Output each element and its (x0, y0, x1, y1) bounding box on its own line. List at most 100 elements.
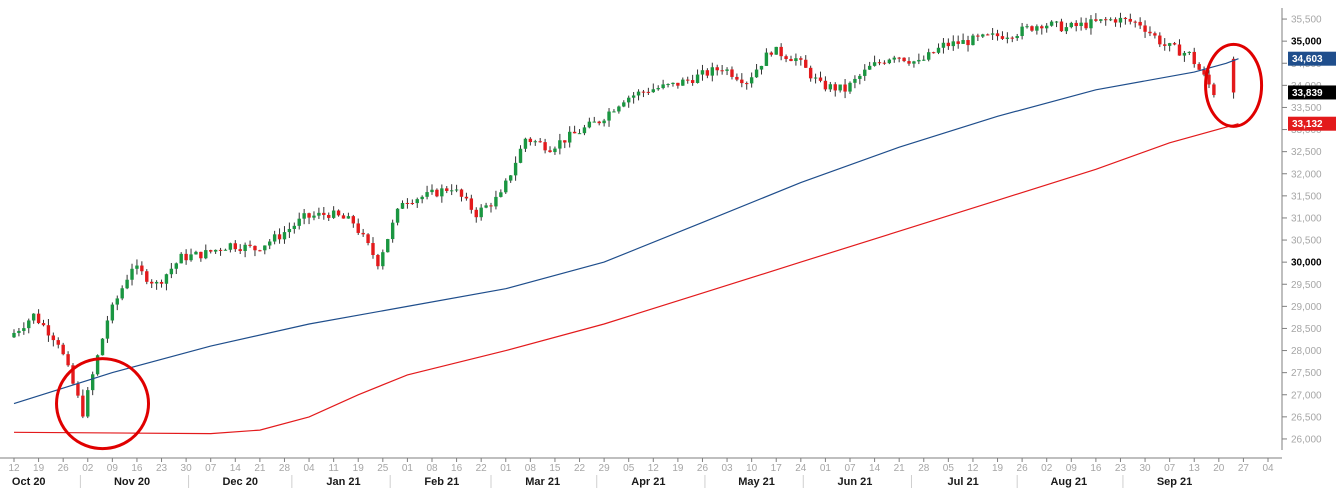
candle-body (528, 138, 533, 143)
candle-body (381, 252, 385, 267)
candle-body (1172, 43, 1177, 45)
candle-body (823, 80, 828, 90)
candle-body (115, 298, 119, 305)
candle-body (907, 61, 911, 64)
candle-body (204, 250, 208, 259)
candle-body (1167, 43, 1172, 46)
candles-layer (12, 12, 1236, 419)
candle-body (479, 207, 483, 218)
candle-body (1025, 26, 1029, 28)
candle-body (656, 88, 660, 90)
x-tick-label: 26 (1017, 463, 1029, 474)
candle-body (661, 84, 665, 89)
candle-body (759, 65, 764, 70)
candle-body (833, 84, 837, 91)
candle-body (853, 78, 857, 83)
ma-slow-tag-bg (1288, 116, 1336, 131)
candle-body (858, 75, 862, 79)
x-tick-label: 12 (8, 463, 20, 474)
candle-body (1143, 25, 1147, 32)
last-price-tag-label: 33,839 (1292, 88, 1323, 99)
candle-body (735, 76, 739, 80)
candle-body (567, 131, 572, 143)
x-tick-label: 07 (1164, 463, 1176, 474)
candle-body (415, 199, 419, 204)
candle-body (931, 52, 936, 54)
x-tick-label: 16 (1090, 463, 1102, 474)
candle-body (720, 70, 724, 72)
candle-body-last (1231, 58, 1236, 93)
candle-body (558, 140, 562, 149)
y-tick-label: 26,000 (1291, 434, 1322, 445)
candle-body (199, 251, 203, 259)
candle-body (420, 196, 424, 200)
candle-body (769, 52, 774, 55)
candle-body (671, 82, 675, 85)
candle-body (336, 210, 341, 216)
y-tick-label: 27,500 (1291, 368, 1322, 379)
candle-body (715, 67, 719, 71)
candle-body (51, 335, 56, 341)
candle-body (1118, 17, 1123, 23)
candle-body (646, 91, 651, 93)
candle-body (1202, 69, 1206, 75)
candle-body (892, 57, 896, 60)
x-month-label: Nov 20 (114, 476, 150, 488)
candle-body (764, 52, 769, 66)
candle-body (1059, 21, 1064, 32)
candle-body (966, 40, 970, 46)
x-tick-label: 16 (451, 463, 463, 474)
x-tick-label: 24 (795, 463, 807, 474)
candle-body (1108, 19, 1113, 21)
x-tick-label: 08 (525, 463, 537, 474)
candle-body (272, 234, 277, 242)
y-tick-label: 35,000 (1291, 37, 1322, 48)
x-tick-label: 19 (992, 463, 1004, 474)
candle-body (277, 234, 282, 240)
candle-body (464, 196, 469, 199)
candle-body (961, 40, 965, 44)
candle-body (936, 47, 941, 53)
candle-body (877, 62, 882, 64)
candle-body (838, 84, 842, 91)
candle-body (12, 332, 16, 338)
ma-fast-tag-bg (1288, 51, 1336, 66)
candle-body (130, 268, 134, 280)
candle-body (228, 243, 233, 250)
candle-body (1069, 22, 1073, 28)
x-tick-label: 22 (574, 463, 586, 474)
candle-body (238, 249, 242, 252)
x-tick-label: 01 (402, 463, 414, 474)
candle-body (641, 91, 646, 93)
candle-body (887, 59, 892, 64)
candle-body (872, 62, 877, 66)
candle-body (917, 59, 921, 62)
y-tick-label: 28,500 (1291, 324, 1322, 335)
candle-body (390, 222, 395, 240)
candle-body (1079, 22, 1083, 27)
candle-body (985, 34, 990, 36)
candle-body (607, 111, 611, 121)
candle-body (46, 325, 51, 336)
candle-body (543, 142, 547, 151)
x-tick-label: 14 (230, 463, 242, 474)
candle-body (322, 212, 326, 215)
x-tick-label: 25 (377, 463, 389, 474)
candle-body (1074, 22, 1078, 27)
candle-body (258, 250, 262, 252)
x-tick-label: 08 (426, 463, 438, 474)
candle-body (184, 253, 188, 261)
candle-body (774, 46, 778, 55)
candle-body (164, 274, 169, 284)
candle-body (504, 180, 508, 193)
ma-fast-tag-label: 34,603 (1292, 54, 1323, 65)
candle-body (346, 216, 351, 219)
candle-body (676, 82, 680, 86)
candle-body (1064, 27, 1069, 32)
candle-body (474, 209, 478, 218)
candle-body (312, 215, 316, 218)
candle-body (145, 271, 149, 282)
x-month-label: Mar 21 (525, 476, 560, 488)
candle-body (76, 383, 80, 396)
y-tick-label: 33,500 (1291, 103, 1322, 114)
